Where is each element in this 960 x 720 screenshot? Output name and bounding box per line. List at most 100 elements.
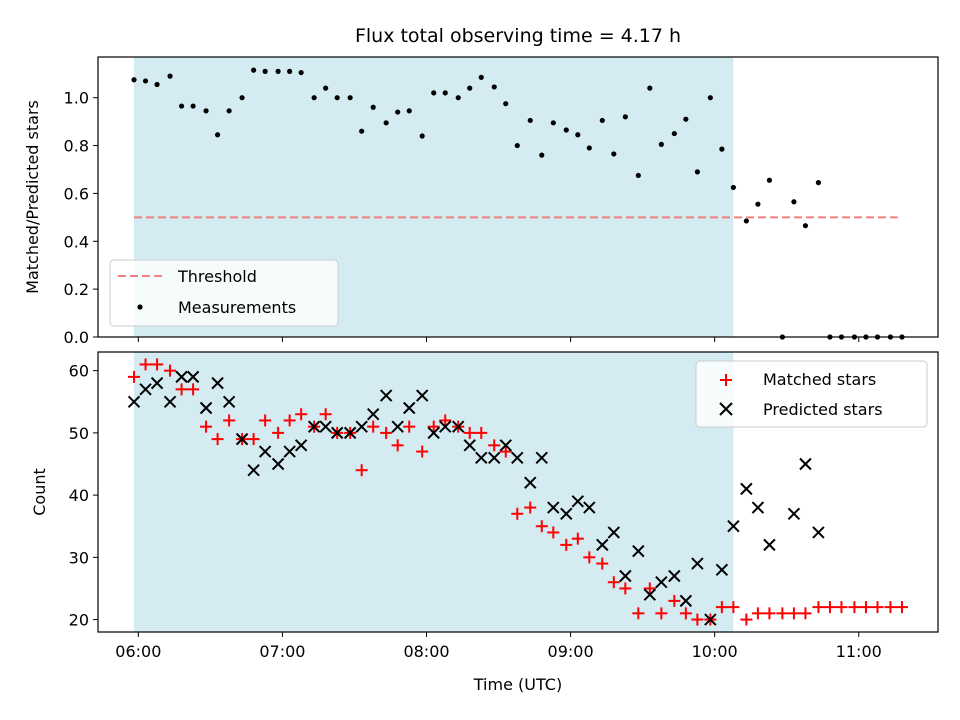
measurement-point <box>383 120 389 126</box>
matched-star-point <box>619 582 632 595</box>
predicted-star-point <box>343 426 357 440</box>
measurement-point <box>275 68 281 74</box>
predicted-star-point <box>391 420 404 433</box>
predicted-star-point <box>535 451 548 464</box>
measurement-point <box>491 84 497 90</box>
measurement-point <box>563 127 569 133</box>
predicted-star-point <box>403 401 416 415</box>
measurement-point <box>455 95 461 101</box>
predicted-star-point <box>150 376 164 390</box>
predicted-star-point <box>427 426 440 440</box>
measurement-point <box>287 68 293 74</box>
threshold-legend-label: Threshold <box>177 267 257 286</box>
measurement-point <box>671 130 677 137</box>
predicted-star-point <box>619 569 632 583</box>
chart-title: Flux total observing time = 4.17 h <box>355 25 681 47</box>
matched-star-point <box>668 594 681 607</box>
matched-star-point <box>403 420 416 433</box>
measurement-point <box>167 73 173 79</box>
count-x-tick-label: 10:00 <box>692 642 738 661</box>
predicted-star-point <box>319 420 332 433</box>
ratio-y-tick-label: 0.2 <box>64 280 89 299</box>
measurement-point <box>406 108 412 114</box>
observing-interval-shade-bottom <box>134 352 734 632</box>
measurement-point <box>311 95 317 101</box>
matched-star-point <box>859 601 872 614</box>
matched-star-point <box>583 551 596 564</box>
predicted-star-point <box>679 594 693 608</box>
measurement-point <box>611 151 617 157</box>
matched-star-point <box>139 358 152 371</box>
matched-star-point <box>751 607 764 620</box>
matched-star-point <box>632 607 645 620</box>
measurement-point <box>395 109 401 115</box>
matched-star-point <box>763 607 776 620</box>
matched-star-point <box>607 576 620 589</box>
matched-star-point <box>463 426 476 439</box>
count-x-tick-label: 06:00 <box>115 642 161 661</box>
predicted-star-point <box>547 501 560 514</box>
measurement-point <box>478 74 484 80</box>
measurement-point <box>503 101 509 107</box>
matched-star-point <box>319 408 332 421</box>
matched-star-point <box>223 414 236 427</box>
predicted-star-point <box>463 439 476 452</box>
matched-star-point <box>871 601 884 614</box>
count-legend-box <box>695 360 928 428</box>
predicted-star-point <box>763 538 776 552</box>
measurement-point <box>766 177 773 183</box>
predicted-star-point <box>163 395 177 408</box>
matched-star-point <box>355 464 368 477</box>
measurement-point <box>467 85 473 91</box>
ratio-y-axis-label: Matched/Predicted stars <box>23 100 42 294</box>
predicted-star-point <box>439 420 452 433</box>
predicted-star-point <box>139 383 152 396</box>
predicted-star-point <box>127 395 141 408</box>
predicted-star-point <box>715 563 729 576</box>
measurement-point <box>431 90 437 96</box>
matched-star-point <box>776 607 789 620</box>
matched-star-point <box>524 501 537 514</box>
predicted-star-point <box>668 569 681 583</box>
predicted-star-point <box>740 482 753 496</box>
matched-star-point <box>679 607 692 620</box>
matched-legend-label: Matched stars <box>763 370 876 389</box>
measurement-point <box>190 103 196 109</box>
predicted-star-point <box>475 451 488 464</box>
predicted-star-point <box>355 420 368 433</box>
count-legend: Matched stars Predicted stars <box>695 360 928 428</box>
ratio-panel: 0.0 0.2 0.4 0.6 0.8 1.0 Matched/Predicted sta… <box>23 56 939 347</box>
count-plot-frame <box>97 351 939 633</box>
count-y-tick-label: 50 <box>69 424 89 443</box>
predicted-star-point <box>247 464 260 477</box>
count-x-tick-label: 09:00 <box>548 642 594 661</box>
ratio-legend: Threshold Measurements <box>109 259 339 327</box>
measurement-point <box>419 133 425 139</box>
predicted-star-point <box>258 445 272 458</box>
measurement-point <box>359 128 365 134</box>
predicted-star-point <box>379 389 393 402</box>
predicted-star-point <box>655 576 668 589</box>
measurement-point <box>658 141 664 147</box>
predicted-star-point <box>632 544 645 558</box>
measurement-point <box>131 77 137 83</box>
predicted-star-point <box>571 495 585 508</box>
count-y-tick-label: 60 <box>69 362 89 381</box>
matched-star-point <box>643 582 656 595</box>
predicted-star-point <box>691 557 704 570</box>
measurement-point <box>347 95 353 101</box>
count-x-tick-label: 08:00 <box>403 642 449 661</box>
predicted-star-point <box>330 426 344 440</box>
matched-star-point <box>416 445 429 458</box>
matched-star-point <box>151 358 164 371</box>
measurement-point <box>791 199 797 205</box>
predicted-star-point <box>607 526 621 539</box>
matched-star-point <box>812 601 825 614</box>
measurement-point <box>370 104 376 110</box>
matched-star-point <box>740 613 753 626</box>
count-panel: 06:00 07:00 08:00 09:00 10:00 11:00 20 30 40 50 60… <box>30 351 939 694</box>
measurement-point <box>719 146 725 152</box>
predicted-star-point <box>524 476 537 489</box>
matched-star-point <box>175 383 188 396</box>
measurement-point <box>707 95 713 101</box>
